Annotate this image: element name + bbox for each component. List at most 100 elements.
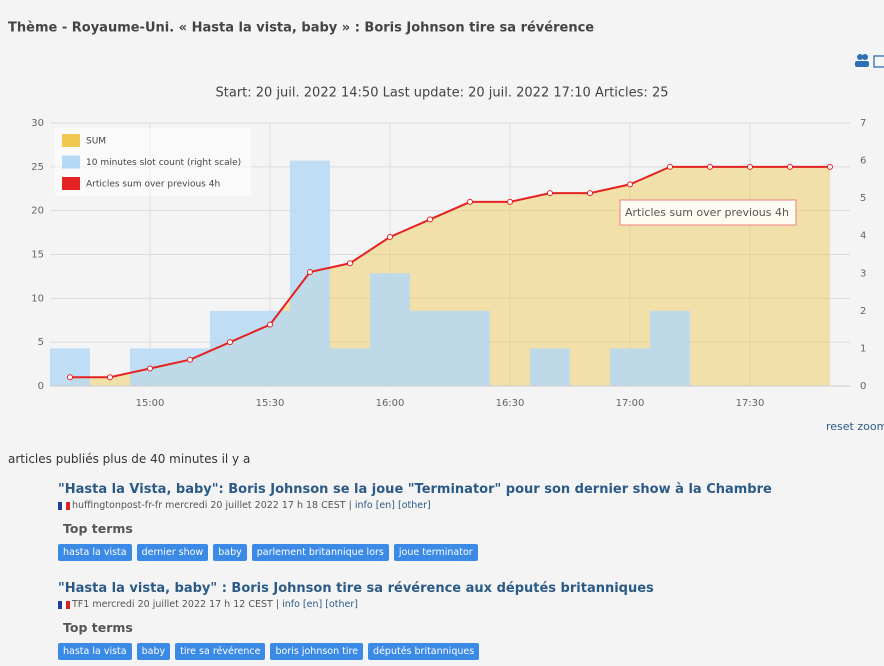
line-point bbox=[667, 163, 673, 170]
terms-label: Top terms bbox=[63, 620, 133, 635]
legend-swatch bbox=[62, 134, 80, 147]
terms-label: Top terms bbox=[63, 521, 133, 536]
line-point bbox=[307, 269, 313, 276]
article: "Hasta la vista, baby" : Boris Johnson t… bbox=[58, 581, 654, 660]
line-point bbox=[827, 163, 833, 170]
chart: Thème - Royaume-Uni. « Hasta la vista, b… bbox=[8, 21, 884, 433]
terms: hasta la vista dernier show baby parlement … bbox=[58, 540, 772, 561]
tag[interactable]: tire sa révérence bbox=[175, 643, 266, 660]
tag[interactable]: baby bbox=[213, 544, 247, 561]
legend-swatch bbox=[62, 177, 80, 190]
y2-tick-label: 6 bbox=[860, 156, 866, 167]
separator: | bbox=[275, 599, 280, 610]
article-meta: TF1 mercredi 20 juillet 2022 17 h 12 CES… bbox=[58, 599, 654, 610]
bar bbox=[650, 310, 690, 386]
tag[interactable]: joue terminator bbox=[393, 544, 478, 561]
meta-link[interactable]: info bbox=[354, 500, 373, 511]
tag[interactable]: baby bbox=[136, 643, 171, 660]
tag[interactable]: hasta la vista bbox=[58, 544, 132, 561]
line-point bbox=[227, 339, 233, 346]
icon[interactable] bbox=[855, 54, 884, 68]
tag[interactable]: boris johnson tire bbox=[270, 643, 364, 660]
y2-tick-label: 5 bbox=[860, 193, 866, 204]
line-point bbox=[267, 321, 273, 328]
page-title: Thème - Royaume-Uni. « Hasta la vista, b… bbox=[8, 21, 594, 36]
x-tick-label: 16:00 bbox=[376, 398, 405, 409]
y2-tick-label: 4 bbox=[860, 231, 866, 242]
flag bbox=[58, 600, 70, 609]
y2-tick-label: 3 bbox=[860, 268, 866, 279]
line-point bbox=[547, 190, 553, 197]
article-meta: huffingtonpost-fr-fr mercredi 20 juillet… bbox=[58, 500, 772, 511]
section-label: articles publiés plus de 40 minutes il y… bbox=[8, 452, 251, 466]
x-tick-label: 15:00 bbox=[136, 398, 165, 409]
article: "Hasta la Vista, baby": Boris Johnson se… bbox=[58, 482, 772, 561]
flag bbox=[58, 501, 70, 510]
bar bbox=[330, 348, 370, 386]
tag[interactable]: parlement britannique lors bbox=[251, 544, 389, 561]
y2-tick-label: 2 bbox=[860, 306, 866, 317]
bar bbox=[530, 348, 570, 386]
line-point bbox=[467, 198, 473, 205]
y-tick-label: 0 bbox=[38, 381, 44, 392]
x-tick-label: 17:30 bbox=[736, 398, 765, 409]
meta-link[interactable]: [other] bbox=[398, 500, 431, 511]
legend-label: 10 minutes slot count (right scale) bbox=[86, 158, 241, 168]
article-date: mercredi 20 juillet 2022 17 h 12 CEST bbox=[92, 599, 273, 610]
x-tick-label: 15:30 bbox=[256, 398, 285, 409]
line-point bbox=[147, 365, 153, 372]
article-title[interactable]: "Hasta la vista, baby" : Boris Johnson t… bbox=[58, 581, 654, 596]
y-tick-label: 10 bbox=[31, 293, 44, 304]
line-point bbox=[387, 233, 393, 240]
meta-link[interactable]: [en] bbox=[302, 599, 323, 610]
tag[interactable]: hasta la vista bbox=[58, 643, 132, 660]
line-point bbox=[107, 374, 113, 381]
y-tick-label: 5 bbox=[38, 337, 44, 348]
y2-tick-label: 0 bbox=[860, 381, 866, 392]
line bbox=[70, 165, 830, 379]
article-date: mercredi 20 juillet 2022 17 h 18 CEST bbox=[165, 500, 346, 511]
y-tick-label: 30 bbox=[31, 118, 44, 129]
legend-swatch bbox=[62, 155, 80, 169]
legend-label: SUM bbox=[86, 137, 106, 147]
chart-title: Start: 20 juil. 2022 14:50 Last update: … bbox=[216, 86, 669, 101]
line-point bbox=[707, 163, 713, 170]
reset-zoom[interactable]: reset zoom bbox=[826, 420, 884, 433]
meta-link[interactable]: info bbox=[282, 599, 300, 610]
legend-label: Articles sum over previous 4h bbox=[86, 180, 220, 190]
y-tick-label: 15 bbox=[31, 250, 44, 261]
y-tick-label: 20 bbox=[31, 206, 44, 217]
x-tick-label: 16:30 bbox=[496, 398, 525, 409]
line-point bbox=[787, 163, 793, 170]
y-tick-label: 25 bbox=[31, 162, 44, 173]
meta-link[interactable]: [other] bbox=[325, 599, 358, 610]
article-source: huffingtonpost-fr-fr bbox=[72, 500, 163, 511]
legend-box bbox=[55, 128, 251, 196]
line-point bbox=[67, 374, 73, 381]
x-tick-label: 17:00 bbox=[616, 398, 645, 409]
tooltip-text: Articles sum over previous 4h bbox=[625, 206, 789, 219]
line-point bbox=[627, 181, 633, 188]
tooltip bbox=[619, 199, 797, 226]
bar bbox=[610, 348, 650, 386]
tag[interactable]: dernier show bbox=[136, 544, 209, 561]
bar bbox=[410, 310, 450, 386]
article-source: TF1 bbox=[72, 599, 90, 610]
bar bbox=[370, 273, 410, 386]
line-point bbox=[187, 356, 193, 363]
separator: | bbox=[348, 500, 352, 511]
meta-link[interactable]: [en] bbox=[375, 500, 395, 511]
line-point bbox=[507, 198, 513, 205]
y2-tick-label: 7 bbox=[860, 118, 866, 129]
bar bbox=[450, 310, 490, 386]
line-point bbox=[427, 216, 433, 223]
article-title[interactable]: "Hasta la Vista, baby": Boris Johnson se… bbox=[58, 482, 772, 497]
tag[interactable]: députés britanniques bbox=[368, 643, 480, 660]
line-point bbox=[347, 260, 353, 267]
line-point bbox=[747, 163, 753, 170]
bar bbox=[50, 348, 90, 386]
terms: hasta la vista baby tire sa révérence boris… bbox=[58, 639, 654, 660]
line-point bbox=[587, 190, 593, 197]
y2-tick-label: 1 bbox=[860, 343, 866, 354]
